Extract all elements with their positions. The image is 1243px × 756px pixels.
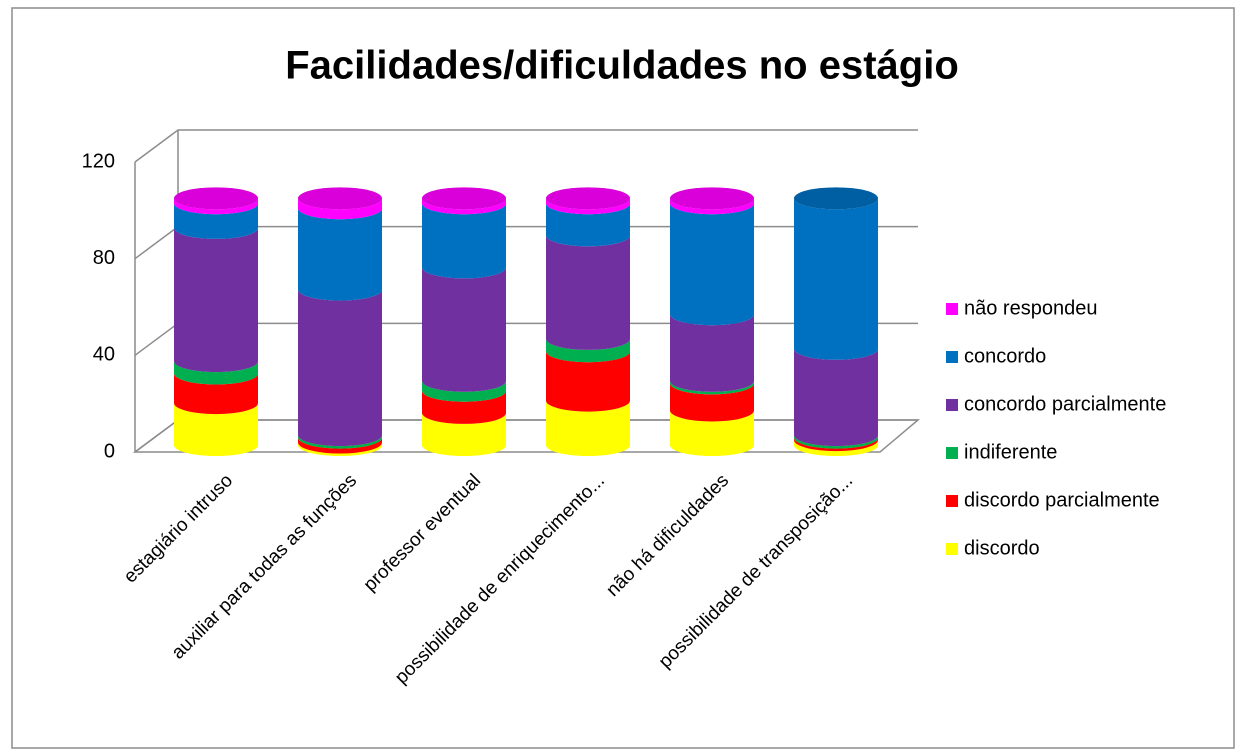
legend-swatch — [946, 543, 958, 555]
bar — [670, 383, 754, 422]
legend-swatch — [946, 495, 958, 507]
bar — [298, 208, 382, 301]
y-tick-label: 0 — [104, 440, 115, 462]
bar-top — [422, 187, 506, 210]
bar — [546, 203, 630, 247]
bar-top — [670, 187, 754, 210]
legend-label: concordo — [964, 345, 1046, 367]
bar — [422, 390, 506, 424]
bar — [794, 435, 878, 449]
bar — [422, 380, 506, 402]
y-tick-label: 80 — [93, 247, 115, 269]
bar — [670, 380, 754, 395]
bar — [298, 198, 382, 220]
bar — [298, 442, 382, 456]
bar — [298, 437, 382, 454]
grid-line — [134, 129, 918, 163]
bar-top — [298, 187, 382, 210]
bar-top — [174, 187, 258, 210]
bar — [174, 203, 258, 239]
bar-top — [546, 187, 630, 210]
bar — [298, 289, 382, 447]
bar — [298, 435, 382, 449]
bar-top-shade — [546, 187, 630, 210]
bar — [174, 373, 258, 415]
bar — [670, 203, 754, 326]
bar — [174, 403, 258, 456]
legend-label: não respondeu — [964, 297, 1097, 319]
bar — [422, 267, 506, 392]
bar — [546, 351, 630, 412]
bar — [174, 198, 258, 215]
bar — [174, 361, 258, 385]
bar — [422, 198, 506, 215]
legend-swatch — [946, 303, 958, 315]
bar-top — [794, 187, 878, 210]
bar — [422, 203, 506, 279]
y-tick-label: 40 — [93, 344, 115, 366]
bar-top-shade — [174, 187, 258, 210]
bar-top-shade — [794, 187, 878, 210]
bar — [794, 198, 878, 360]
bar — [546, 338, 630, 363]
bar — [670, 198, 754, 215]
chart-title: Facilidades/dificuldades no estágio — [285, 44, 959, 88]
bar — [794, 440, 878, 456]
legend-label: discordo — [964, 537, 1040, 559]
legend-swatch — [946, 351, 958, 363]
legend-label: concordo parcialmente — [964, 393, 1166, 415]
bar — [794, 348, 878, 447]
legend-swatch — [946, 399, 958, 411]
legend-label: discordo parcialmente — [964, 489, 1160, 511]
legend-swatch — [946, 447, 958, 459]
bar — [794, 437, 878, 452]
bar — [546, 198, 630, 215]
y-tick-label: 120 — [82, 150, 115, 172]
bar — [670, 410, 754, 456]
bar-top-shade — [422, 187, 506, 210]
bar — [546, 235, 630, 350]
bar-top-shade — [670, 187, 754, 210]
legend-label: indiferente — [964, 441, 1057, 463]
bar — [670, 314, 754, 392]
bar — [422, 412, 506, 456]
bar — [174, 227, 258, 373]
bar-top-shade — [298, 187, 382, 210]
bar — [546, 400, 630, 456]
